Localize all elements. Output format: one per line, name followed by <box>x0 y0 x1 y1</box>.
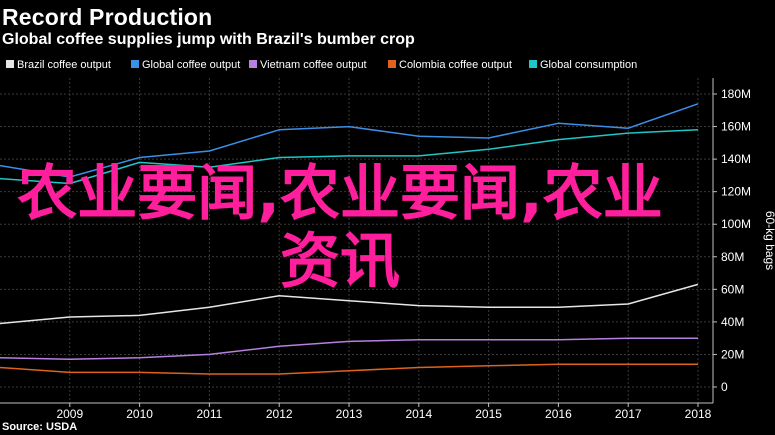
legend-swatch <box>529 60 537 68</box>
axes: 0 20M 40M 60M 80M 100M 120M 140M 160M 180M 2009 201… <box>0 78 775 421</box>
legend-swatch <box>249 60 257 68</box>
y-tick-label: 60M <box>721 282 744 296</box>
x-tick-label: 2017 <box>615 407 642 421</box>
y-tick-label: 120M <box>721 185 751 199</box>
x-tick-label: 2013 <box>336 407 363 421</box>
series-line <box>0 283 699 325</box>
legend-label: Colombia coffee output <box>399 59 512 71</box>
chart-subtitle: Global coffee supplies jump with Brazil'… <box>2 31 415 48</box>
x-tick-label: 2015 <box>475 407 502 421</box>
grid <box>0 78 713 403</box>
legend: Brazil coffee output Global coffee output… <box>6 59 637 71</box>
x-tick-label: 2012 <box>266 407 293 421</box>
y-tick-label: 80M <box>721 250 744 264</box>
series-line <box>0 103 699 178</box>
series-lines <box>0 103 699 375</box>
y-tick-label: 140M <box>721 152 751 166</box>
x-tick-label: 2011 <box>196 407 222 421</box>
x-tick-label: 2009 <box>56 407 83 421</box>
legend-swatch <box>131 60 139 68</box>
x-tick-label: 2016 <box>545 407 572 421</box>
legend-label: Brazil coffee output <box>17 59 111 71</box>
source-label: Source: USDA <box>2 421 78 433</box>
series-line <box>0 363 698 375</box>
legend-label: Global coffee output <box>142 59 240 71</box>
x-tick-label: 2018 <box>685 407 712 421</box>
y-axis-label: 60-kg bags <box>763 211 775 270</box>
watermark-overlay-text: 农业要闻,农业要闻,农业资讯 <box>17 159 663 297</box>
y-tick-label: 20M <box>721 347 744 361</box>
legend-label: Global consumption <box>540 59 637 71</box>
series-line <box>0 129 699 185</box>
y-tick-label: 160M <box>721 120 751 134</box>
legend-label: Vietnam coffee output <box>260 59 367 71</box>
y-tick-label: 40M <box>721 315 744 329</box>
y-tick-label: 0 <box>721 380 728 394</box>
chart-title: Record Production <box>2 4 213 30</box>
x-tick-label: 2010 <box>126 407 153 421</box>
legend-swatch <box>6 60 14 68</box>
y-tick-label: 100M <box>721 217 751 231</box>
y-tick-label: 180M <box>721 87 751 101</box>
series-line <box>0 337 698 361</box>
legend-swatch <box>388 60 396 68</box>
x-tick-label: 2014 <box>405 407 432 421</box>
